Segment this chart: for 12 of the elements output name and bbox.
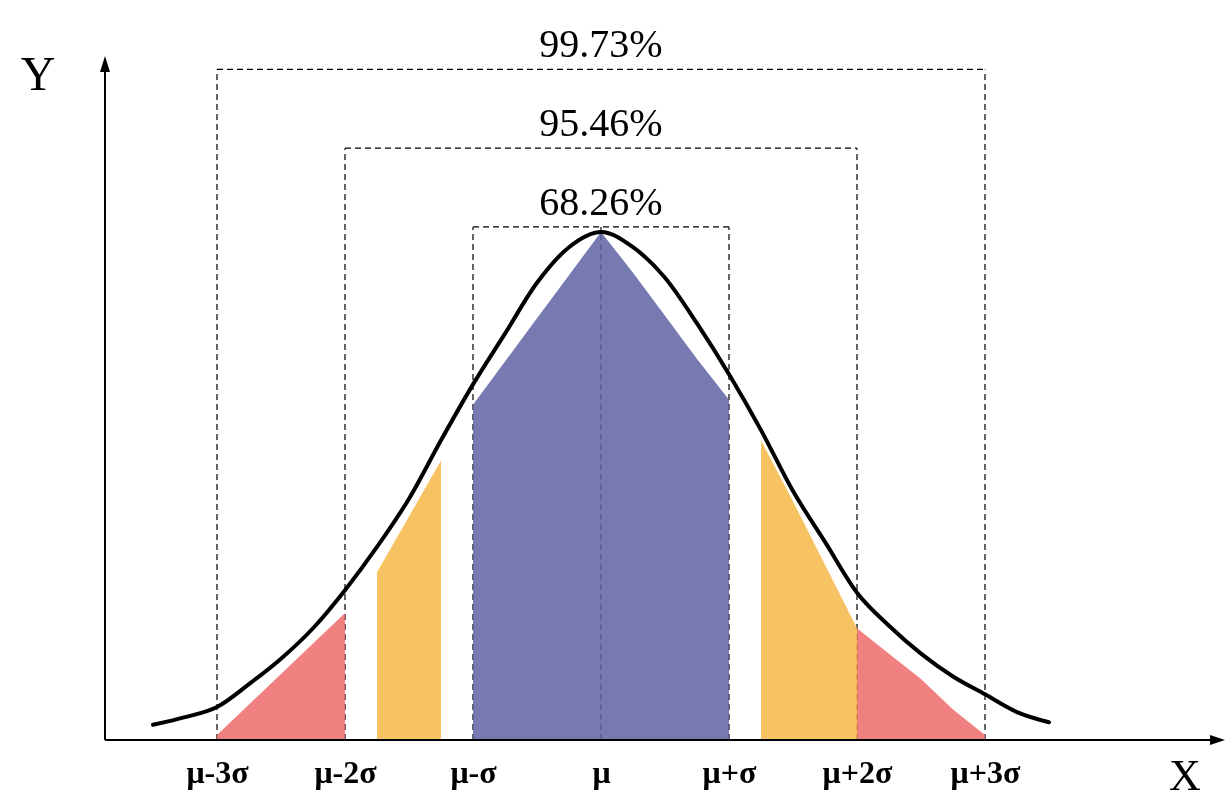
x-tick-label: μ-2σ: [314, 753, 378, 790]
x-tick-label: μ-σ: [450, 753, 498, 790]
x-tick-label: μ+σ: [702, 753, 757, 790]
y-axis-title: Y: [20, 47, 56, 100]
x-tick-label: μ+2σ: [822, 753, 893, 790]
text: 95.46%: [539, 100, 663, 146]
text: 99.73%: [539, 21, 663, 67]
text: 68.26%: [539, 178, 663, 224]
x-tick-label: μ-3σ: [186, 753, 250, 790]
x-tick-label: μ: [592, 753, 611, 790]
x-tick-label: μ+3σ: [950, 753, 1021, 790]
x-axis-title: X: [1169, 751, 1201, 797]
